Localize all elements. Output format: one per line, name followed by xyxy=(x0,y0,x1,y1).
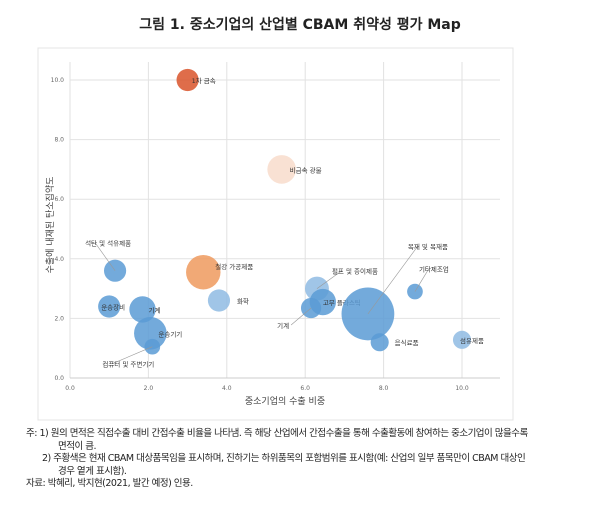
leader-line xyxy=(367,245,419,315)
data-label: 음식료품 xyxy=(395,338,419,347)
source-note: 자료: 박혜리, 박지현(2021, 발간 예정) 인용. xyxy=(26,478,193,489)
x-axis-label: 중소기업의 수출 비중 xyxy=(245,396,325,407)
leader-line xyxy=(316,270,343,289)
data-label: 기계 xyxy=(277,321,289,330)
y-tick-label: 0.0 xyxy=(54,375,64,382)
data-label: 컴퓨터 및 주변기기 xyxy=(102,360,154,369)
bubble xyxy=(452,330,472,349)
y-tick-label: 2.0 xyxy=(54,315,64,322)
leader-line xyxy=(290,307,312,326)
bubble xyxy=(186,254,221,290)
figure-title: 그림 1. 중소기업의 산업별 CBAM 취약성 평가 Map xyxy=(139,17,461,33)
y-tick-label: 6.0 xyxy=(54,196,64,203)
leader-line xyxy=(94,242,116,271)
bubble xyxy=(98,295,121,318)
data-label: 목재 및 목재품 xyxy=(408,243,448,251)
chart-border xyxy=(37,47,514,421)
note-2: 2) 주황색은 현재 CBAM 대상품목임을 표시하며, 진하기는 하위품목의 … xyxy=(42,453,526,464)
data-label: 철강 가공제품 xyxy=(215,262,253,271)
leader-line xyxy=(414,268,430,292)
data-label: 화학 xyxy=(237,297,249,306)
bubble xyxy=(176,68,199,92)
data-label: 기계 xyxy=(149,305,161,314)
bubble xyxy=(129,296,156,323)
data-label: 펄프 및 종이제품 xyxy=(332,267,378,276)
bubble xyxy=(267,155,296,184)
data-label: 석탄 및 석유제품 xyxy=(85,239,131,248)
x-tick-label: 8.0 xyxy=(379,385,389,392)
data-label: 운송장비 xyxy=(101,302,125,311)
data-label: 비금속 광물 xyxy=(290,165,322,174)
note-1-cont: 면적이 큼. xyxy=(58,440,97,452)
y-tick-label: 4.0 xyxy=(54,256,64,263)
note-1: 주: 1) 원의 면적은 직접수출 대비 간접수출 비율을 나타냄. 즉 해당 … xyxy=(26,428,528,439)
bubble xyxy=(370,333,389,352)
y-tick-label: 8.0 xyxy=(54,137,64,144)
bubble-chart: 0.0 2.0 4.0 6.0 8.0 10.0 0.0 2.0 4.0 6.0 8.0 10.0 중소… xyxy=(37,47,514,421)
bubble xyxy=(134,316,167,350)
x-tick-label: 6.0 xyxy=(300,385,310,392)
note-2-cont: 경우 옅게 표시함). xyxy=(58,465,127,477)
bubble xyxy=(103,259,127,282)
x-tick-label: 2.0 xyxy=(144,385,154,392)
data-label: 1차 금속 xyxy=(192,76,216,85)
leader-line xyxy=(112,346,153,364)
bubble xyxy=(144,338,161,355)
y-tick-label: 10.0 xyxy=(51,77,65,84)
bubble xyxy=(207,289,231,312)
x-tick-label: 4.0 xyxy=(222,385,232,392)
figure-notes: 주: 1) 원의 면적은 직접수출 대비 간접수출 비율을 나타냄. 즉 해당 … xyxy=(26,428,596,491)
data-label: 섬유제품 xyxy=(460,336,484,345)
data-label: 기타제조업 xyxy=(419,265,449,274)
y-axis-label: 수출에 내재된 탄소집약도 xyxy=(44,177,56,274)
x-tick-label: 10.0 xyxy=(455,385,469,392)
data-label: 고무 플라스틱 xyxy=(323,298,361,307)
x-tick-label: 0.0 xyxy=(65,385,75,392)
data-label: 운송기기 xyxy=(158,329,182,338)
